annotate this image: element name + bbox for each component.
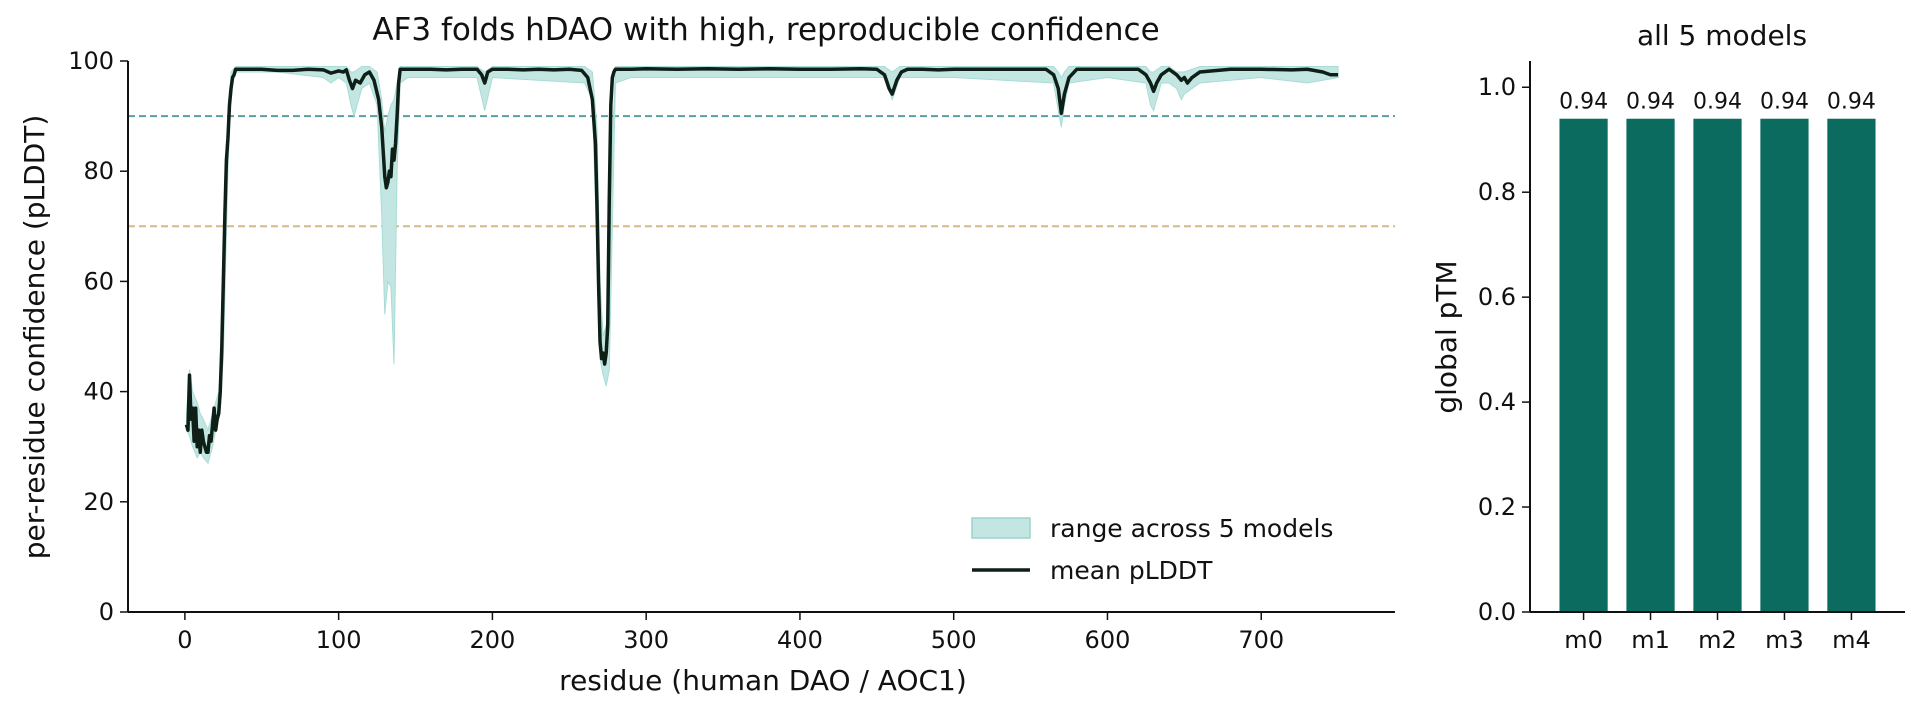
x-tick-label: 200	[470, 626, 516, 654]
legend-swatch-range	[971, 517, 1031, 539]
range-band-layer	[185, 66, 1339, 465]
ptm-bars	[1559, 118, 1876, 612]
plddt-x-ticks: 0 100 200 300 400 500 600 700	[177, 612, 1284, 654]
ptm-y-axis-label: global pTM	[1430, 260, 1463, 413]
ptm-x-tick-label: m1	[1631, 626, 1670, 654]
y-tick-label: 40	[83, 378, 114, 406]
x-tick-label: 700	[1238, 626, 1284, 654]
ptm-chart-title: all 5 models	[1637, 19, 1807, 52]
ptm-bar-m1	[1626, 118, 1675, 612]
mean-line-layer	[184, 66, 1339, 454]
ptm-bar-m2	[1693, 118, 1742, 612]
y-tick-label: 20	[83, 488, 114, 516]
x-tick-label: 600	[1085, 626, 1131, 654]
y-tick-label: 80	[83, 157, 114, 185]
ptm-bar-label: 0.94	[1827, 90, 1876, 115]
reference-lines	[128, 115, 1395, 228]
x-tick-label: 300	[623, 626, 669, 654]
ptm-y-ticks: 0.0 0.2 0.4 0.6 0.8 1.0	[1478, 73, 1530, 626]
ptm-bar-label: 0.94	[1760, 90, 1809, 115]
ptm-bar-label: 0.94	[1559, 90, 1608, 115]
plddt-y-ticks: 0 20 40 60 80 100	[68, 47, 128, 626]
ptm-x-tick-label: m0	[1564, 626, 1603, 654]
ptm-data-labels: 0.94 0.94 0.94 0.94 0.94	[1559, 90, 1876, 115]
ptm-panel: all 5 models 0.94 0.94 0.94 0.94 0.94 m0 m1 m2…	[1430, 19, 1905, 654]
legend-label-mean: mean pLDDT	[1050, 556, 1213, 585]
range-band	[185, 66, 1339, 465]
ptm-y-tick-label: 0.2	[1478, 493, 1516, 521]
x-tick-label: 100	[316, 626, 362, 654]
ptm-x-tick-label: m3	[1765, 626, 1804, 654]
ptm-y-tick-label: 0.0	[1478, 598, 1516, 626]
x-tick-label: 0	[177, 626, 192, 654]
plddt-legend: range across 5 models mean pLDDT	[971, 514, 1333, 585]
x-tick-label: 400	[777, 626, 823, 654]
ptm-x-tick-label: m4	[1832, 626, 1871, 654]
ptm-bar-label: 0.94	[1693, 90, 1742, 115]
legend-label-range: range across 5 models	[1050, 514, 1333, 543]
ptm-y-tick-label: 0.4	[1478, 388, 1516, 416]
plddt-x-axis-label: residue (human DAO / AOC1)	[559, 664, 967, 697]
ptm-x-ticks: m0 m1 m2 m3 m4	[1564, 612, 1871, 654]
ptm-y-tick-label: 1.0	[1478, 73, 1516, 101]
x-tick-label: 500	[931, 626, 977, 654]
y-tick-label: 0	[99, 598, 114, 626]
ptm-bar-m0	[1559, 118, 1608, 612]
mean-plddt-line	[184, 66, 1339, 454]
plddt-panel: AF3 folds hDAO with high, reproducible c…	[18, 12, 1395, 697]
plddt-y-axis-label: per-residue confidence (pLDDT)	[18, 115, 51, 560]
y-tick-label: 60	[83, 267, 114, 295]
ptm-x-tick-label: m2	[1698, 626, 1737, 654]
ptm-bar-m4	[1827, 118, 1876, 612]
ptm-bar-label: 0.94	[1626, 90, 1675, 115]
y-tick-label: 100	[68, 47, 114, 75]
ptm-bar-m3	[1760, 118, 1809, 612]
ptm-y-tick-label: 0.8	[1478, 178, 1516, 206]
plddt-chart-title: AF3 folds hDAO with high, reproducible c…	[372, 12, 1159, 48]
ptm-y-tick-label: 0.6	[1478, 283, 1516, 311]
